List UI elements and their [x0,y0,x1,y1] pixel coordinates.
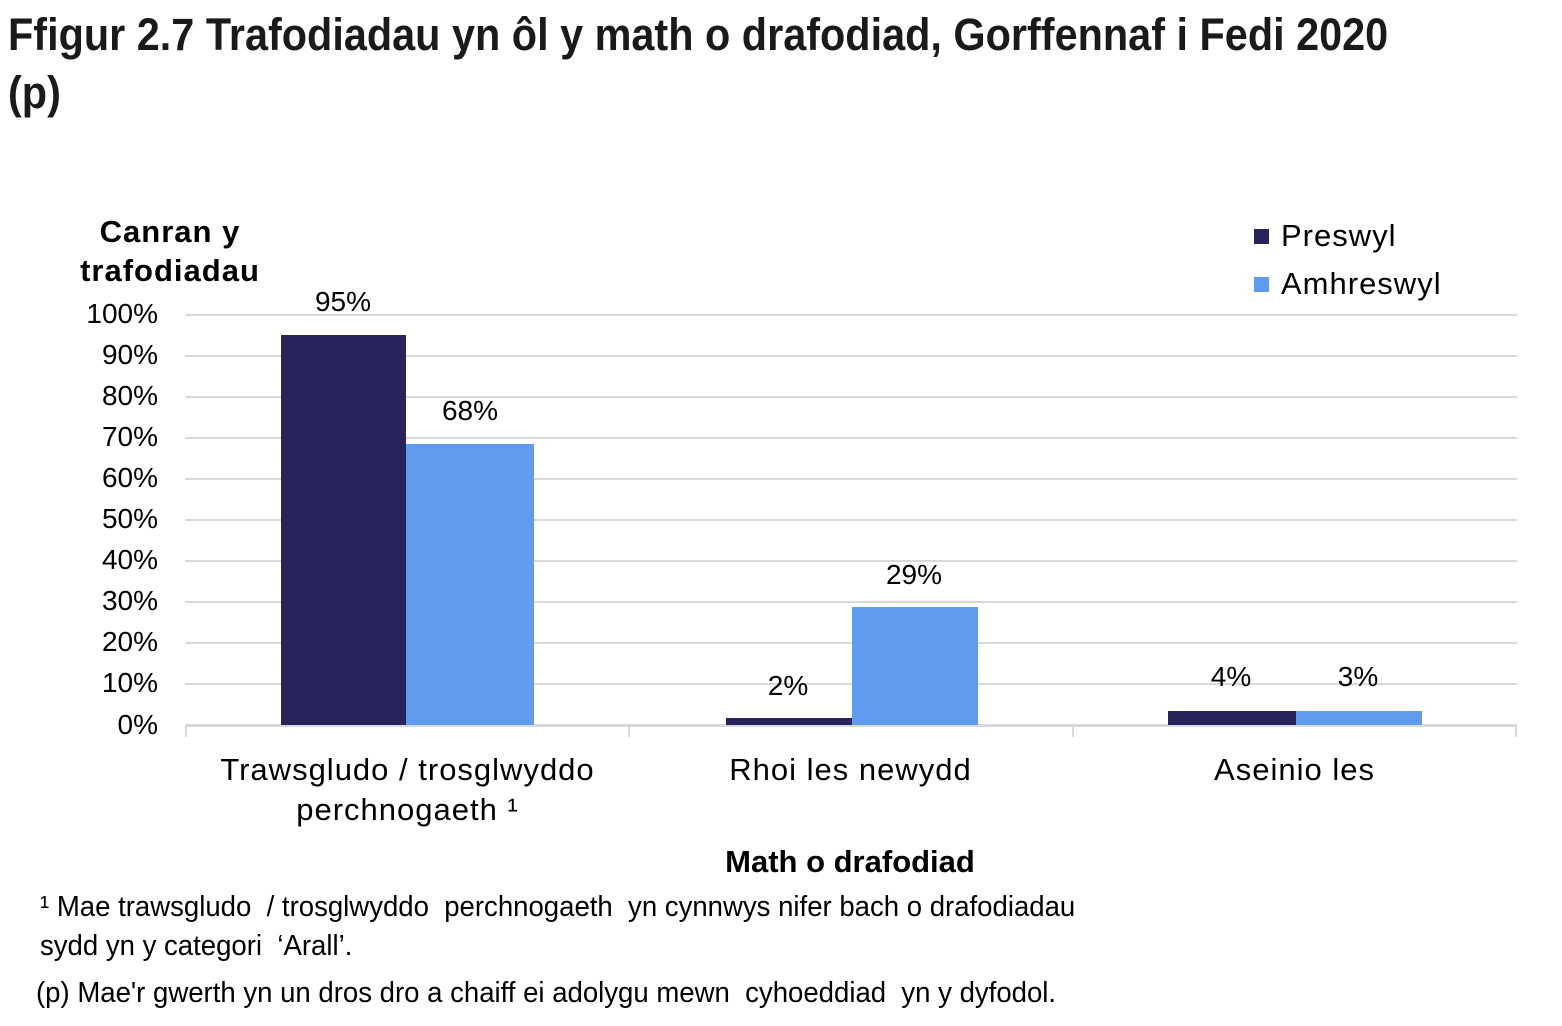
x-axis-tick [628,725,630,737]
gridline [185,478,1517,480]
gridline [185,355,1517,357]
gridline [185,642,1517,644]
y-axis-title: Canran y trafodiadau [80,214,260,288]
legend-swatch-preswyl [1254,228,1269,244]
gridline [185,560,1517,562]
legend: Preswyl Amhreswyl [1254,212,1442,308]
bar-amhreswyl-trawsgludo[interactable] [406,444,534,725]
legend-label-preswyl: Preswyl [1281,218,1397,253]
gridline [185,601,1517,603]
bar-label-preswyl-aseinio: 4% [1210,661,1252,692]
y-tick: 80% [101,380,158,411]
bar-label-preswyl-rhoi-les: 2% [767,670,809,701]
bar-amhreswyl-aseinio[interactable] [1296,711,1422,725]
chart-title: Ffigur 2.7 Trafodiadau yn ôl y math o dr… [8,9,1389,118]
bar-label-amhreswyl-trawsgludo: 68% [441,395,499,426]
x-axis-tick [1072,725,1074,737]
y-tick: 100% [86,298,158,329]
plot-area [185,314,1517,737]
gridline [185,314,1517,316]
y-tick: 50% [101,503,158,534]
y-tick: 0% [117,709,158,740]
bar-label-amhreswyl-rhoi-les: 29% [885,559,943,590]
gridline [185,519,1517,521]
y-tick: 90% [101,339,158,370]
legend-item-preswyl: Preswyl [1254,212,1442,260]
y-tick: 70% [101,421,158,452]
gridline [185,437,1517,439]
x-category-rhoi-les: Rhoi les newydd [628,750,1073,790]
x-axis-tick [1515,725,1517,737]
gridline [185,396,1517,398]
y-tick: 60% [101,462,158,493]
x-axis-line [185,724,1517,727]
y-tick: 10% [101,667,158,698]
footnote-p: (p) Mae'r gwerth yn un dros dro a chaiff… [36,977,1057,1009]
legend-item-amhreswyl: Amhreswyl [1254,260,1442,308]
gridline [185,683,1517,685]
y-tick: 20% [101,626,158,657]
x-category-aseinio: Aseinio les [1072,750,1517,790]
bar-label-amhreswyl-aseinio: 3% [1337,661,1379,692]
bar-amhreswyl-rhoi-les[interactable] [852,607,978,725]
x-category-trawsgludo: Trawsgludo / trosglwyddo perchnogaeth ¹ [185,750,630,830]
footnote-1-line1: ¹ Mae trawsgludo / trosglwyddo perchnoga… [40,891,1076,923]
legend-swatch-amhreswyl [1254,276,1269,292]
legend-label-amhreswyl: Amhreswyl [1281,266,1442,301]
bar-preswyl-aseinio[interactable] [1168,711,1296,725]
x-category-line: Trawsgludo / trosglwyddo [220,752,595,787]
x-axis-tick [185,725,187,737]
x-category-line: Rhoi les newydd [729,752,972,787]
x-category-line: Aseinio les [1214,752,1375,787]
bar-preswyl-rhoi-les[interactable] [726,718,852,725]
bar-preswyl-trawsgludo[interactable] [281,335,406,725]
footnote-1-line2: sydd yn y categori ‘Arall’. [40,930,353,962]
y-tick: 40% [101,544,158,575]
y-tick: 30% [101,585,158,616]
bar-label-preswyl-trawsgludo: 95% [314,286,372,317]
x-category-line: perchnogaeth ¹ [296,792,519,827]
x-axis-title: Math o drafodiad [725,844,975,879]
